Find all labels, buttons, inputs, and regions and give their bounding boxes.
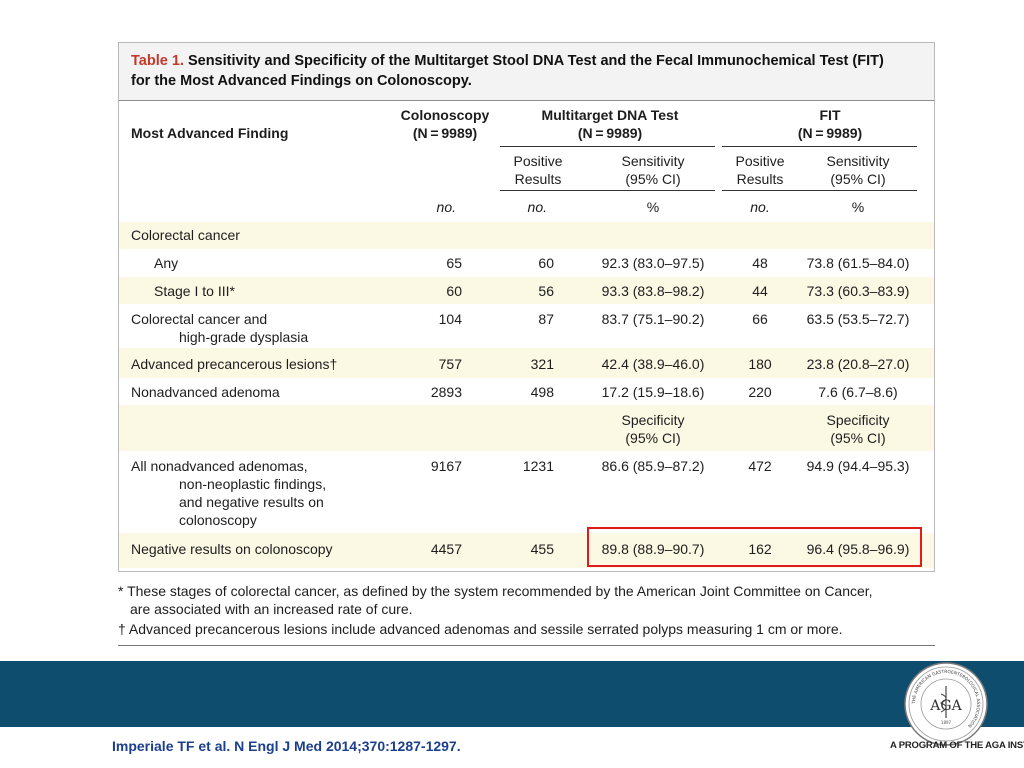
- header-fit-n: (N = 9989): [797, 125, 863, 141]
- subheader-dna-specificity: Specificity: [621, 412, 685, 428]
- footer-band: [0, 661, 1024, 727]
- header-fit: FIT: [819, 107, 841, 123]
- subheader-fit-specificity-2: (95% CI): [830, 430, 886, 446]
- cell-naa-colonoscopy: 2893: [430, 384, 462, 400]
- citation: Imperiale TF et al. N Engl J Med 2014;37…: [112, 738, 461, 754]
- row-label-all-nonadvanced-4: colonoscopy: [179, 512, 257, 528]
- unit-dna-pct: %: [646, 199, 660, 215]
- cell-all-dna-specificity: 86.6 (85.9–87.2): [601, 458, 705, 474]
- cell-all-colonoscopy: 9167: [430, 458, 462, 474]
- table-title-line-2: for the Most Advanced Findings on Colono…: [131, 73, 472, 89]
- subheader-fit-sensitivity: Sensitivity: [826, 153, 890, 169]
- cell-naa-dna-positive: 498: [530, 384, 554, 400]
- row-label-stage: Stage I to III*: [154, 283, 235, 299]
- header-dna: Multitarget DNA Test: [541, 107, 679, 123]
- header-finding: Most Advanced Finding: [131, 125, 289, 141]
- cell-apl-fit-sensitivity: 23.8 (20.8–27.0): [806, 356, 910, 372]
- aga-monogram: AGA: [929, 698, 962, 714]
- cell-crc-hgd-fit-positive: 66: [752, 311, 768, 327]
- row-label-all-nonadvanced-3: and negative results on: [179, 494, 324, 510]
- cell-stage-fit-positive: 44: [752, 283, 768, 299]
- footnote-star-2: are associated with an increased rate of…: [130, 601, 413, 617]
- row-stripe: [119, 277, 934, 304]
- row-label-all-nonadvanced: All nonadvanced adenomas,: [131, 458, 308, 474]
- subheader-dna-sensitivity: Sensitivity: [621, 153, 685, 169]
- unit-dna-positive: no.: [527, 199, 547, 215]
- header-rule-dna: [500, 146, 715, 147]
- aga-seal-logo: THE AMERICAN GASTROENTEROLOGICAL ASSOCIA…: [904, 662, 988, 746]
- subheader-dna-sensitivity-2: (95% CI): [625, 171, 681, 187]
- subheader-rule-dna: [500, 190, 715, 191]
- cell-apl-dna-positive: 321: [530, 356, 554, 372]
- subheader-fit-positive: Positive: [735, 153, 785, 169]
- cell-naa-dna-sensitivity: 17.2 (15.9–18.6): [601, 384, 705, 400]
- aga-year: 1897: [941, 720, 952, 725]
- subheader-dna-positive-2: Results: [514, 171, 562, 187]
- unit-colonoscopy: no.: [436, 199, 456, 215]
- cell-neg-dna-specificity: 89.8 (88.9–90.7): [601, 541, 705, 557]
- cell-neg-colonoscopy: 4457: [430, 541, 462, 557]
- cell-any-colonoscopy: 65: [446, 255, 462, 271]
- footnote-star: * These stages of colorectal cancer, as …: [118, 583, 873, 599]
- header-colonoscopy: Colonoscopy: [400, 107, 490, 123]
- row-label-advanced-precancerous: Advanced precancerous lesions†: [131, 356, 338, 372]
- table-title-line-1: Table 1. Sensitivity and Specificity of …: [131, 53, 884, 69]
- results-table: Table 1. Sensitivity and Specificity of …: [118, 42, 935, 572]
- table-title-bar: Table 1. Sensitivity and Specificity of …: [119, 43, 934, 101]
- cell-any-dna-sensitivity: 92.3 (83.0–97.5): [601, 255, 705, 271]
- cell-any-fit-positive: 48: [752, 255, 768, 271]
- unit-fit-pct: %: [851, 199, 865, 215]
- cell-any-fit-sensitivity: 73.8 (61.5–84.0): [806, 255, 910, 271]
- cell-naa-fit-positive: 220: [748, 384, 772, 400]
- header-dna-n: (N = 9989): [577, 125, 643, 141]
- row-label-any: Any: [154, 255, 179, 271]
- cell-apl-colonoscopy: 757: [438, 356, 462, 372]
- cell-stage-dna-sensitivity: 93.3 (83.8–98.2): [601, 283, 705, 299]
- cell-crc-hgd-dna-sensitivity: 83.7 (75.1–90.2): [601, 311, 705, 327]
- row-label-negative-results: Negative results on colonoscopy: [131, 541, 333, 557]
- cell-all-fit-specificity: 94.9 (94.4–95.3): [806, 458, 910, 474]
- footnote-dagger: † Advanced precancerous lesions include …: [118, 621, 843, 637]
- cell-neg-fit-positive: 162: [748, 541, 772, 557]
- subheader-fit-sensitivity-2: (95% CI): [830, 171, 886, 187]
- cell-stage-colonoscopy: 60: [446, 283, 462, 299]
- subheader-fit-positive-2: Results: [736, 171, 784, 187]
- cell-neg-dna-positive: 455: [530, 541, 554, 557]
- cell-naa-fit-sensitivity: 7.6 (6.7–8.6): [818, 384, 898, 400]
- subheader-dna-specificity-2: (95% CI): [625, 430, 681, 446]
- cell-crc-hgd-dna-positive: 87: [538, 311, 554, 327]
- cell-stage-fit-sensitivity: 73.3 (60.3–83.9): [806, 283, 910, 299]
- header-rule-fit: [722, 146, 917, 147]
- row-label-colorectal-cancer: Colorectal cancer: [131, 227, 240, 243]
- row-label-nonadvanced-adenoma: Nonadvanced adenoma: [131, 384, 280, 400]
- cell-stage-dna-positive: 56: [538, 283, 554, 299]
- row-stripe: [119, 222, 934, 249]
- row-label-crc-hgd: Colorectal cancer and: [131, 311, 268, 327]
- subheader-rule-fit: [722, 190, 917, 191]
- cell-all-dna-positive: 1231: [522, 458, 554, 474]
- unit-fit-positive: no.: [750, 199, 770, 215]
- cell-apl-dna-sensitivity: 42.4 (38.9–46.0): [601, 356, 705, 372]
- cell-all-fit-positive: 472: [748, 458, 772, 474]
- row-stripe: [119, 348, 934, 378]
- row-stripe: [119, 405, 934, 451]
- cell-apl-fit-positive: 180: [748, 356, 772, 372]
- footnote-divider: [118, 645, 935, 646]
- cell-neg-fit-specificity: 96.4 (95.8–96.9): [806, 541, 910, 557]
- program-label: A PROGRAM OF THE AGA INSTITUTE: [890, 740, 1024, 751]
- cell-any-dna-positive: 60: [538, 255, 554, 271]
- row-label-crc-hgd-2: high-grade dysplasia: [179, 329, 309, 345]
- row-label-all-nonadvanced-2: non-neoplastic findings,: [179, 476, 327, 492]
- header-colonoscopy-n: (N = 9989): [412, 125, 478, 141]
- row-stripe: [119, 533, 934, 568]
- subheader-dna-positive: Positive: [513, 153, 563, 169]
- table-label: Table 1.: [131, 53, 184, 69]
- subheader-fit-specificity: Specificity: [826, 412, 890, 428]
- cell-crc-hgd-fit-sensitivity: 63.5 (53.5–72.7): [806, 311, 910, 327]
- highlight-box: [587, 527, 922, 567]
- cell-crc-hgd-colonoscopy: 104: [438, 311, 462, 327]
